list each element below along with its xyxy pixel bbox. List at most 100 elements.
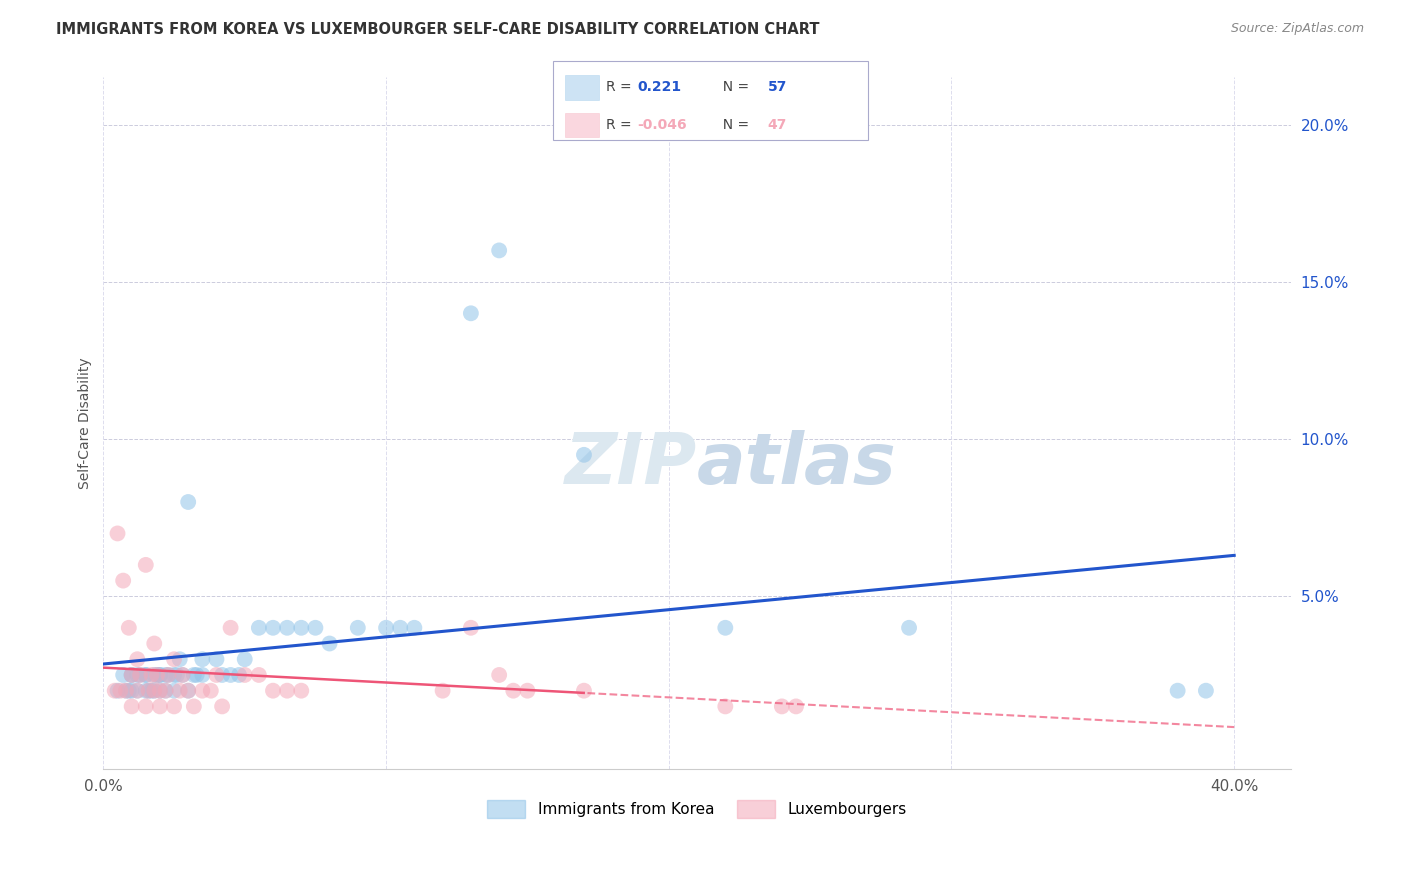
- Point: [143, 683, 166, 698]
- Point: [146, 668, 169, 682]
- Point: [107, 683, 129, 698]
- Point: [121, 683, 143, 698]
- Text: R =: R =: [606, 80, 636, 95]
- Point: [502, 683, 524, 698]
- Point: [488, 668, 510, 682]
- Point: [121, 668, 143, 682]
- Point: [247, 668, 270, 682]
- Point: [155, 683, 177, 698]
- Point: [155, 668, 177, 682]
- Point: [460, 306, 482, 320]
- Point: [290, 683, 312, 698]
- Point: [143, 683, 166, 698]
- Point: [346, 621, 368, 635]
- Point: [211, 699, 233, 714]
- Point: [135, 558, 157, 572]
- Point: [141, 668, 163, 682]
- Point: [129, 668, 152, 682]
- Point: [898, 621, 921, 635]
- Point: [304, 621, 326, 635]
- Point: [262, 621, 284, 635]
- Point: [129, 668, 152, 682]
- Point: [183, 668, 205, 682]
- Point: [785, 699, 807, 714]
- Text: atlas: atlas: [697, 430, 897, 500]
- Point: [107, 526, 129, 541]
- Point: [177, 683, 200, 698]
- Point: [177, 495, 200, 509]
- Text: R =: R =: [606, 118, 636, 132]
- Text: ZIP: ZIP: [565, 430, 697, 500]
- Point: [149, 683, 172, 698]
- Point: [191, 683, 214, 698]
- Point: [375, 621, 398, 635]
- Point: [488, 244, 510, 258]
- Point: [155, 683, 177, 698]
- Point: [714, 699, 737, 714]
- Point: [219, 668, 242, 682]
- Point: [135, 668, 157, 682]
- Point: [262, 683, 284, 698]
- Text: Source: ZipAtlas.com: Source: ZipAtlas.com: [1230, 22, 1364, 36]
- Point: [389, 621, 412, 635]
- Point: [121, 668, 143, 682]
- Point: [432, 683, 454, 698]
- Point: [276, 683, 298, 698]
- Point: [149, 683, 172, 698]
- Text: N =: N =: [714, 118, 754, 132]
- Point: [157, 668, 180, 682]
- Point: [177, 683, 200, 698]
- Point: [163, 683, 186, 698]
- Point: [205, 652, 228, 666]
- Point: [233, 652, 256, 666]
- Point: [110, 683, 132, 698]
- Point: [163, 652, 186, 666]
- Point: [172, 668, 194, 682]
- Text: 47: 47: [768, 118, 787, 132]
- Point: [172, 668, 194, 682]
- Point: [1167, 683, 1189, 698]
- Point: [143, 668, 166, 682]
- Text: 57: 57: [768, 80, 787, 95]
- Point: [290, 621, 312, 635]
- Point: [163, 668, 186, 682]
- Text: -0.046: -0.046: [637, 118, 686, 132]
- Point: [228, 668, 250, 682]
- Point: [714, 621, 737, 635]
- Point: [112, 668, 135, 682]
- Point: [318, 636, 340, 650]
- Point: [138, 683, 160, 698]
- Point: [149, 668, 172, 682]
- Point: [572, 683, 595, 698]
- Point: [770, 699, 793, 714]
- Point: [516, 683, 538, 698]
- Point: [157, 668, 180, 682]
- Point: [1195, 683, 1218, 698]
- Point: [141, 683, 163, 698]
- Point: [191, 668, 214, 682]
- Point: [572, 448, 595, 462]
- Legend: Immigrants from Korea, Luxembourgers: Immigrants from Korea, Luxembourgers: [481, 794, 912, 824]
- Point: [121, 699, 143, 714]
- Point: [127, 668, 149, 682]
- Point: [143, 636, 166, 650]
- Point: [135, 699, 157, 714]
- Point: [169, 683, 191, 698]
- Point: [276, 621, 298, 635]
- Point: [135, 668, 157, 682]
- Point: [135, 683, 157, 698]
- Point: [211, 668, 233, 682]
- Point: [112, 574, 135, 588]
- Point: [166, 668, 188, 682]
- Point: [219, 621, 242, 635]
- Point: [118, 683, 141, 698]
- Point: [233, 668, 256, 682]
- Point: [118, 621, 141, 635]
- Point: [169, 652, 191, 666]
- Point: [127, 683, 149, 698]
- Point: [149, 699, 172, 714]
- Point: [149, 668, 172, 682]
- Point: [460, 621, 482, 635]
- Text: N =: N =: [714, 80, 754, 95]
- Point: [183, 699, 205, 714]
